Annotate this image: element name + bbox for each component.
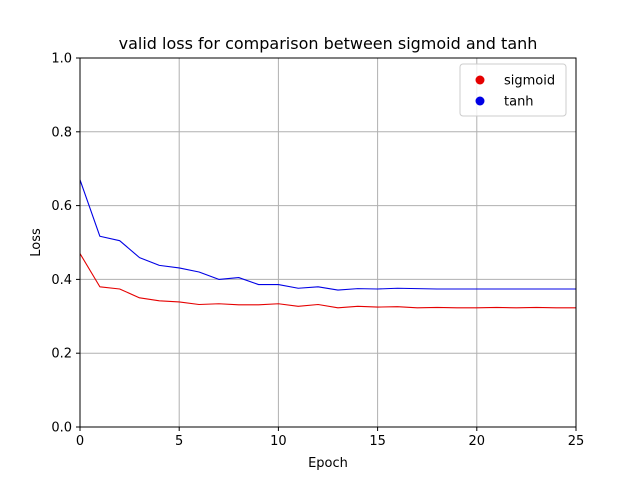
x-axis-label: Epoch <box>308 456 348 471</box>
x-axis-ticks: 0 5 10 15 20 25 <box>76 427 584 449</box>
grid-lines <box>80 58 576 427</box>
y-tick-label: 0.2 <box>51 347 72 362</box>
y-tick-label: 0.4 <box>51 273 72 288</box>
x-tick-label: 20 <box>469 434 486 449</box>
chart-title: valid loss for comparison between sigmoi… <box>119 34 538 53</box>
legend-box <box>459 63 567 117</box>
y-tick-label: 0.6 <box>51 199 72 214</box>
x-tick-label: 0 <box>76 434 84 449</box>
y-tick-label: 0.8 <box>51 125 72 140</box>
series-line-tanh <box>79 179 576 291</box>
x-tick-label: 25 <box>568 434 585 449</box>
y-axis-ticks: 0.0 0.2 0.4 0.6 0.8 1.0 <box>51 52 80 436</box>
legend-marker-sigmoid <box>475 75 485 85</box>
series-line-sigmoid <box>79 253 576 309</box>
legend-label-sigmoid: sigmoid <box>504 74 555 89</box>
legend: sigmoid tanh <box>459 63 567 117</box>
y-axis-label: Loss <box>29 228 44 257</box>
x-tick-label: 10 <box>270 434 287 449</box>
x-tick-label: 5 <box>175 434 183 449</box>
plot-frame <box>79 57 577 428</box>
y-tick-label: 1.0 <box>51 52 72 67</box>
legend-marker-tanh <box>475 96 485 106</box>
y-tick-label: 0.0 <box>51 421 72 436</box>
legend-label-tanh: tanh <box>504 95 534 110</box>
x-tick-label: 15 <box>369 434 386 449</box>
